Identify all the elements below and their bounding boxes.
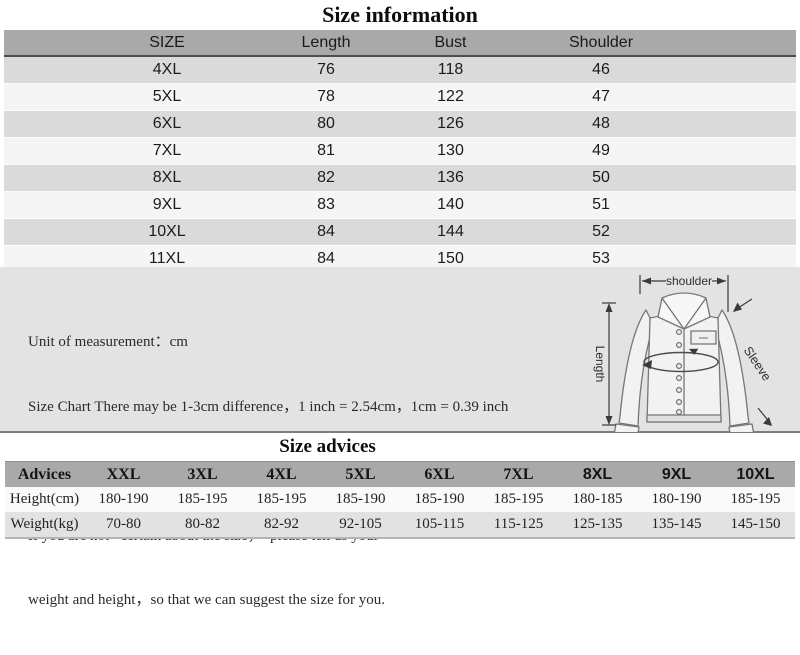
height-cell: 185-195 (716, 487, 795, 512)
height-cell: 185-190 (400, 487, 479, 512)
weight-cell: 115-125 (479, 512, 558, 539)
note-line: Size Chart There may be 1-3cm difference… (28, 398, 509, 415)
height-cell: 185-195 (479, 487, 558, 512)
height-cell: 180-185 (558, 487, 637, 512)
advices-col-header: 6XL (400, 461, 479, 487)
advices-col-header: 4XL (242, 461, 321, 487)
advices-col-header: Advices (5, 461, 84, 487)
length-cell: 80 (244, 110, 408, 138)
table-row: 7XL 81 130 49 (4, 137, 796, 165)
size-cell: 9XL (90, 191, 244, 219)
length-cell: 81 (244, 137, 408, 165)
advices-col-header: 7XL (479, 461, 558, 487)
shoulder-cell: 51 (493, 191, 709, 219)
shoulder-cell: 46 (493, 56, 709, 84)
length-cell: 78 (244, 83, 408, 111)
table-row: 6XL 80 126 48 (4, 110, 796, 138)
col-header-bust: Bust (408, 30, 493, 57)
weight-cell: 92-105 (321, 512, 400, 539)
table-row: 10XL 84 144 52 (4, 218, 796, 246)
length-cell: 83 (244, 191, 408, 219)
advices-col-header: 8XL (558, 461, 637, 487)
weight-cell: 135-145 (637, 512, 716, 539)
page-title: Size information (322, 2, 478, 27)
shoulder-cell: 48 (493, 110, 709, 138)
table-row: 5XL 78 122 47 (4, 83, 796, 111)
right-cuff (728, 423, 755, 432)
height-cell: 185-195 (242, 487, 321, 512)
height-cell: 185-195 (163, 487, 242, 512)
weight-cell: 80-82 (163, 512, 242, 539)
jacket-measurement-diagram: shoulder Length Sleeve (593, 274, 774, 432)
bust-cell: 144 (408, 218, 493, 246)
col-header-shoulder: Shoulder (493, 30, 709, 57)
table-row: 8XL 82 136 50 (4, 164, 796, 192)
weight-cell: 70-80 (84, 512, 163, 539)
col-header-length: Length (244, 30, 408, 57)
row-label: Height(cm) (5, 487, 84, 512)
table-row: 4XL 76 118 46 (4, 56, 796, 84)
weight-cell: 82-92 (242, 512, 321, 539)
length-label: Length (593, 346, 607, 383)
size-cell: 5XL (90, 83, 244, 111)
bust-arrow-left (642, 360, 652, 369)
shoulder-cell: 47 (493, 83, 709, 111)
length-cell: 84 (244, 218, 408, 246)
col-header-size: SIZE (90, 30, 244, 57)
collar (657, 292, 711, 330)
weight-row: Weight(kg) 70-80 80-82 82-92 92-105 105-… (5, 512, 795, 539)
size-advices-title: Size advices (279, 436, 376, 457)
advices-col-header: 5XL (321, 461, 400, 487)
bust-cell: 126 (408, 110, 493, 138)
row-label: Weight(kg) (5, 512, 84, 539)
bust-cell: 130 (408, 137, 493, 165)
shoulder-label: shoulder (666, 274, 712, 288)
note-line: Unit of measurement：cm (28, 334, 188, 350)
notes-band: Unit of measurement：cm Size Chart There … (0, 267, 800, 608)
bust-cell: 136 (408, 164, 493, 192)
weight-cell: 145-150 (716, 512, 795, 539)
weight-cell: 105-115 (400, 512, 479, 539)
size-table-header-row: SIZE Length Bust Shoulder (4, 30, 796, 57)
buttons (675, 328, 682, 416)
note-line: weight and height，so that we can suggest… (28, 592, 385, 608)
size-cell: 6XL (90, 110, 244, 138)
hem-band (646, 414, 722, 423)
advices-header-row: Advices XXL 3XL 4XL 5XL 6XL 7XL 8XL 9XL … (5, 461, 795, 487)
length-cell: 82 (244, 164, 408, 192)
shoulder-cell: 49 (493, 137, 709, 165)
bust-cell: 118 (408, 56, 493, 84)
advices-col-header: 3XL (163, 461, 242, 487)
weight-cell: 125-135 (558, 512, 637, 539)
length-cell: 76 (244, 56, 408, 84)
size-advices-table: Advices XXL 3XL 4XL 5XL 6XL 7XL 8XL 9XL … (5, 461, 795, 539)
size-cell: 7XL (90, 137, 244, 165)
size-cell: 10XL (90, 218, 244, 246)
bust-line (643, 351, 719, 373)
bust-cell: 140 (408, 191, 493, 219)
advices-col-header: 10XL (716, 461, 795, 487)
header-spacer (709, 30, 796, 57)
height-row: Height(cm) 180-190 185-195 185-195 185-1… (5, 487, 795, 512)
height-cell: 185-190 (321, 487, 400, 512)
size-information-table: SIZE Length Bust Shoulder 4XL 76 118 46 … (4, 30, 796, 273)
size-cell: 4XL (90, 56, 244, 84)
advices-col-header: XXL (84, 461, 163, 487)
left-sleeve (618, 309, 653, 427)
height-cell: 180-190 (84, 487, 163, 512)
height-cell: 180-190 (637, 487, 716, 512)
table-row: 9XL 83 140 51 (4, 191, 796, 219)
bust-cell: 122 (408, 83, 493, 111)
header-spacer (4, 30, 90, 57)
size-cell: 8XL (90, 164, 244, 192)
right-sleeve (715, 309, 750, 427)
advices-col-header: 9XL (637, 461, 716, 487)
bust-arrow-right (688, 348, 699, 355)
shoulder-cell: 52 (493, 218, 709, 246)
sleeve-label: Sleeve (741, 344, 774, 384)
shoulder-cell: 50 (493, 164, 709, 192)
left-cuff (613, 423, 640, 432)
